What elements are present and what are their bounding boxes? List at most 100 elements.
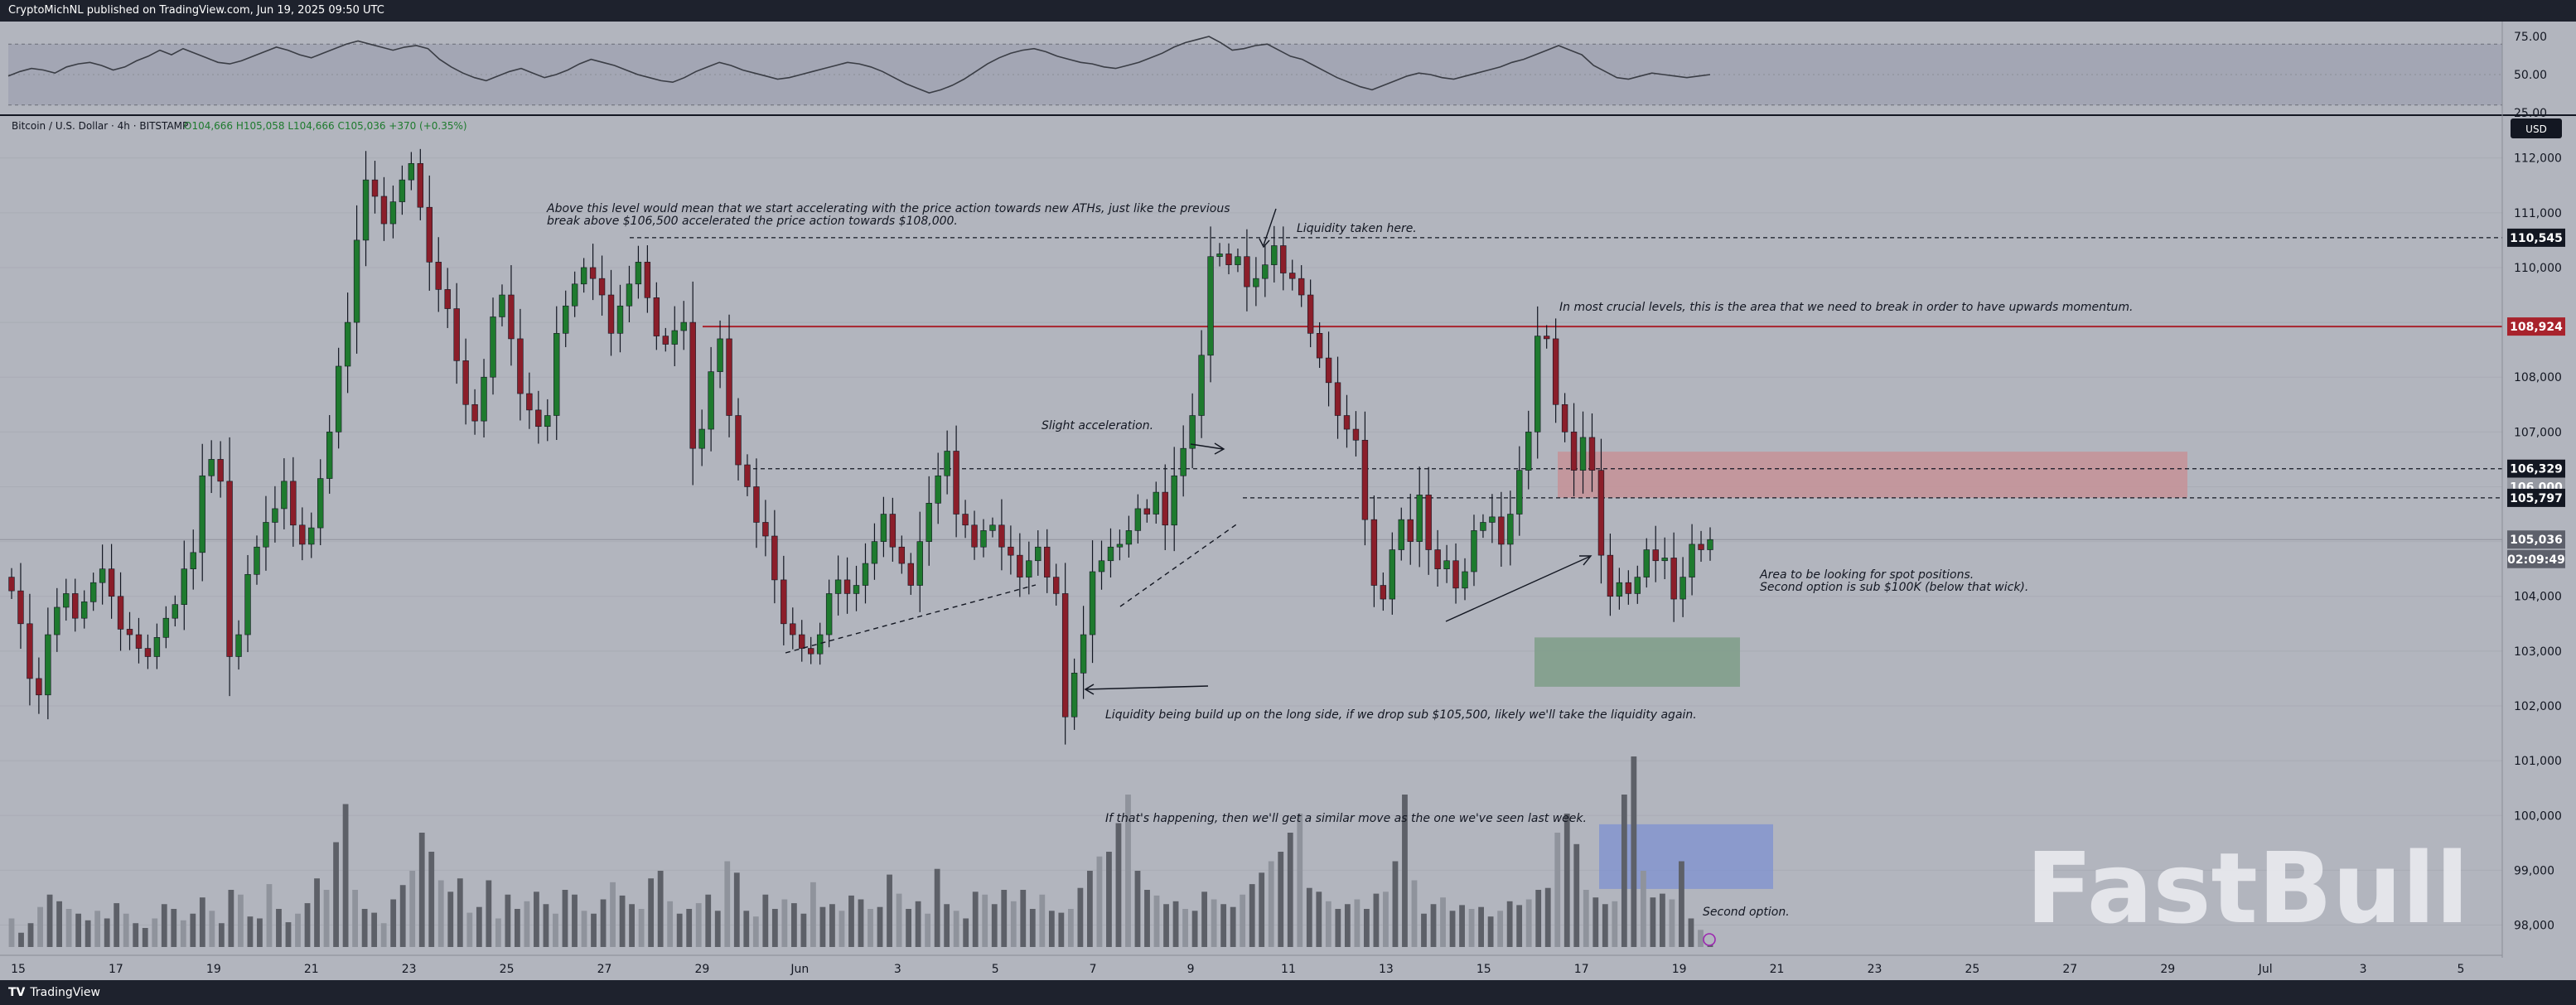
volume-bar bbox=[1115, 823, 1122, 947]
candle-body bbox=[1352, 428, 1360, 441]
time-tick-label: 13 bbox=[1379, 963, 1394, 976]
candle-body bbox=[790, 623, 796, 635]
volume-bar bbox=[104, 918, 110, 947]
time-tick-label: 5 bbox=[2458, 963, 2465, 976]
volume-bar bbox=[705, 894, 712, 947]
volume-bar bbox=[1230, 906, 1236, 947]
volume-bar bbox=[925, 913, 931, 947]
volume-bar bbox=[591, 913, 597, 947]
price-tick-label: 110,000 bbox=[2514, 262, 2562, 275]
candle-body bbox=[199, 475, 205, 553]
candle-body bbox=[1026, 560, 1032, 577]
price-tick-label: 100,000 bbox=[2514, 809, 2562, 823]
candle-body bbox=[753, 486, 760, 523]
candle-body bbox=[853, 585, 860, 594]
volume-bar bbox=[1020, 890, 1027, 947]
candle-body bbox=[1616, 582, 1623, 597]
candle-body bbox=[153, 637, 161, 657]
volume-bar bbox=[361, 909, 368, 947]
currency-button[interactable] bbox=[2511, 118, 2562, 138]
volume-bar bbox=[553, 913, 558, 947]
arrow-slight-acceleration bbox=[1190, 443, 1224, 450]
chart-area[interactable]: 75.00 50.00 25.00 bbox=[0, 22, 2576, 980]
tradingview-logo[interactable]: TV TradingView bbox=[8, 980, 100, 1005]
time-axis[interactable]: 15 17 19 21 23 25 27 29 Jun 3 5 7 9 11 13 15 17 19 21 23 25 2… bbox=[0, 954, 2502, 976]
time-tick-label: 25 bbox=[1965, 963, 1979, 976]
candle-body bbox=[117, 596, 124, 630]
volume-bar bbox=[1259, 872, 1265, 947]
candle-body bbox=[1289, 273, 1296, 279]
candle-body bbox=[272, 508, 278, 523]
volume-bar bbox=[1029, 909, 1036, 947]
legend-symbol[interactable]: Bitcoin / U.S. Dollar · 4h · BITSTAMP bbox=[12, 120, 188, 132]
volume-bar bbox=[342, 804, 349, 947]
candle-body bbox=[843, 579, 851, 594]
trendline-2 bbox=[1119, 522, 1240, 607]
volume-bar bbox=[152, 918, 158, 947]
price-axis[interactable]: 112,000111,000110,000109,000108,000107,0… bbox=[2501, 22, 2565, 958]
candle-body bbox=[607, 294, 615, 334]
volume-bar bbox=[1430, 904, 1437, 947]
time-tick-label: 11 bbox=[1281, 963, 1296, 976]
candle-body bbox=[1380, 585, 1387, 600]
candle-body bbox=[408, 162, 415, 181]
arrowhead-slight-acceleration bbox=[1214, 442, 1225, 455]
volume-bar bbox=[1554, 833, 1561, 947]
volume-bar bbox=[1363, 909, 1370, 947]
time-tick-label: 19 bbox=[1672, 963, 1687, 976]
candle-body bbox=[362, 179, 370, 241]
volume-bar bbox=[1354, 899, 1360, 947]
candle-body bbox=[616, 305, 624, 334]
price-tag-label: 105,797 bbox=[2510, 492, 2563, 505]
volume-bar bbox=[1449, 911, 1456, 947]
arrowhead-spot-area bbox=[1579, 555, 1592, 566]
rsi-axis: 75.00 50.00 25.00 bbox=[2514, 31, 2547, 120]
price-tick-label: 111,000 bbox=[2514, 207, 2562, 220]
price-tag bbox=[2507, 549, 2565, 568]
volume-bar bbox=[1525, 899, 1532, 947]
candle-body bbox=[1325, 357, 1332, 384]
candle-body bbox=[181, 568, 187, 605]
volume-bar bbox=[1506, 901, 1513, 947]
time-tick-label: 19 bbox=[206, 963, 221, 976]
candle-body bbox=[1543, 336, 1550, 340]
candle-body bbox=[781, 579, 787, 625]
candle-body bbox=[916, 541, 923, 586]
volume-bar bbox=[161, 904, 167, 947]
volume-bar bbox=[1240, 894, 1246, 947]
candle-body bbox=[1698, 544, 1704, 550]
event-marker[interactable] bbox=[1703, 933, 1716, 946]
candle-body bbox=[708, 371, 714, 430]
candle-body bbox=[1643, 549, 1650, 577]
candle-body bbox=[1425, 495, 1432, 550]
candle-body bbox=[1198, 355, 1205, 416]
volume-bar bbox=[915, 901, 921, 947]
candle-body bbox=[998, 524, 1005, 548]
candle-body bbox=[36, 678, 42, 696]
volume-bar bbox=[906, 909, 911, 947]
volume-bar bbox=[752, 916, 759, 947]
candle-body bbox=[380, 196, 388, 225]
volume-bar bbox=[743, 911, 750, 947]
arrowhead-liquidity-left bbox=[1084, 684, 1095, 695]
volume-bar bbox=[199, 897, 205, 947]
price-tick-label: 107,000 bbox=[2514, 426, 2562, 439]
volume-bar bbox=[1182, 909, 1188, 947]
candle-body bbox=[417, 162, 424, 208]
candle-body bbox=[825, 593, 833, 635]
time-tick-label: 29 bbox=[695, 963, 710, 976]
price-tag bbox=[2507, 488, 2565, 507]
volume-bar bbox=[380, 923, 387, 947]
candle-body bbox=[144, 648, 152, 657]
publisher-header: CryptoMichNL published on TradingView.co… bbox=[0, 0, 2576, 22]
candle-body bbox=[689, 321, 696, 449]
volume-bar bbox=[333, 842, 339, 947]
candle-body bbox=[1652, 549, 1659, 562]
candle-body bbox=[344, 321, 351, 367]
candle-body bbox=[426, 206, 433, 263]
candle-body bbox=[1225, 254, 1232, 265]
candle-body bbox=[980, 530, 987, 548]
candle-body bbox=[1143, 508, 1151, 515]
chart-svg[interactable]: 75.00 50.00 25.00 bbox=[0, 22, 2576, 980]
volume-bar bbox=[829, 904, 835, 947]
